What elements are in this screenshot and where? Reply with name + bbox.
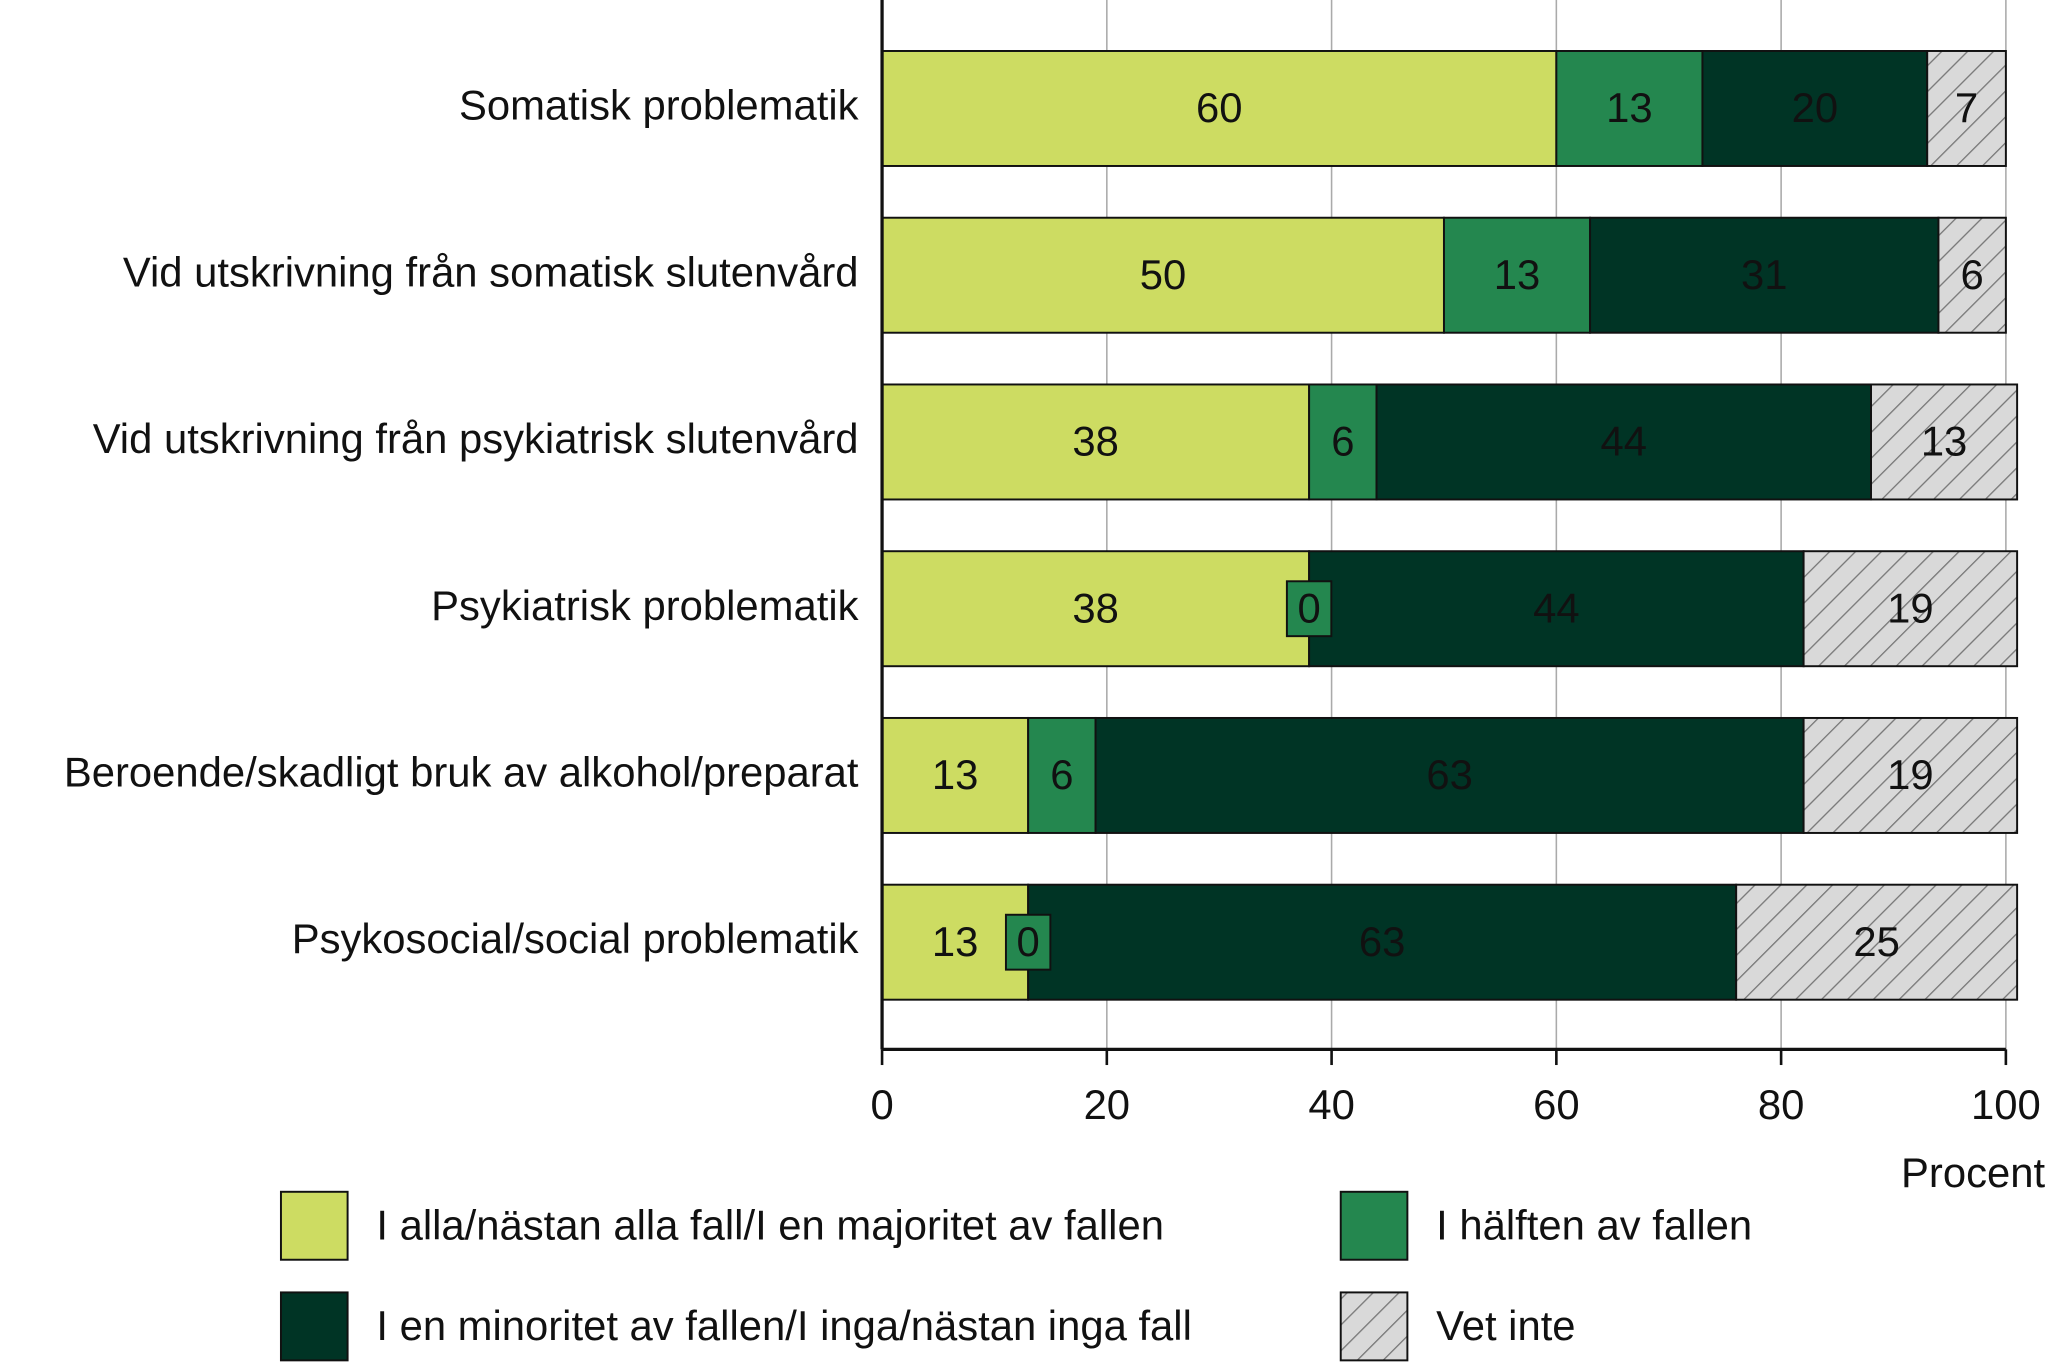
legend-label: I en minoritet av fallen/I inga/nästan i…	[376, 1302, 1192, 1349]
x-tick-label: 100	[1971, 1081, 2041, 1128]
value-label: 6	[1331, 418, 1354, 465]
bar-segment	[881, 883, 1030, 1001]
value-label: 60	[1196, 84, 1243, 131]
legend-swatch	[1339, 1190, 1409, 1261]
bar-segment	[1004, 913, 1052, 971]
y-tick-label: Vid utskrivning från psykiatrisk slutenv…	[93, 415, 859, 462]
bar-segment	[1937, 216, 2007, 334]
legend-swatch	[279, 1190, 349, 1261]
bar-segment	[1735, 883, 2019, 1001]
bar-segment	[1870, 383, 2019, 501]
y-tick-label: Psykiatrisk problematik	[431, 582, 858, 629]
legend-swatch	[1339, 1291, 1409, 1362]
value-label: 6	[1050, 751, 1073, 798]
value-label: 13	[932, 751, 978, 798]
value-label: 44	[1533, 584, 1580, 631]
bar-segment	[1027, 716, 1097, 834]
x-tick-label: 80	[1758, 1081, 1805, 1128]
x-tick-label: 0	[870, 1081, 893, 1128]
legend-label: I hälften av fallen	[1436, 1201, 1752, 1248]
value-label: 13	[1921, 418, 1968, 465]
value-label: 20	[1792, 84, 1839, 131]
value-label: 50	[1140, 251, 1187, 298]
value-label: 0	[1017, 918, 1040, 965]
value-label: 0	[1297, 584, 1320, 631]
value-label: 13	[1606, 84, 1653, 131]
value-label: 31	[1741, 251, 1788, 298]
bar-segment	[1926, 50, 2007, 167]
y-tick-label: Vid utskrivning från somatisk slutenvård	[123, 248, 859, 295]
bar-segment	[881, 550, 1311, 668]
x-axis-label: Procent	[1901, 1149, 2045, 1196]
value-label: 19	[1887, 751, 1934, 798]
value-label: 63	[1359, 918, 1406, 965]
bar-segment	[1802, 550, 2019, 668]
bar-segment	[1308, 383, 1378, 501]
bar-segment	[1094, 716, 1805, 834]
bar-segment	[1701, 50, 1929, 167]
value-label: 44	[1601, 418, 1648, 465]
value-label: 38	[1072, 418, 1119, 465]
value-label: 38	[1072, 584, 1119, 631]
bar-segment	[881, 383, 1311, 501]
bar-segment	[1308, 550, 1805, 668]
bar-segment	[1589, 216, 1940, 334]
legend-label: I alla/nästan alla fall/I en majoritet a…	[376, 1201, 1164, 1248]
x-tick-label: 60	[1533, 1081, 1580, 1128]
x-tick-label: 20	[1084, 1081, 1131, 1128]
bar-segment	[881, 216, 1445, 334]
value-label: 6	[1961, 251, 1984, 298]
bar-segment	[1285, 580, 1333, 638]
bar-segment	[881, 50, 1558, 167]
y-tick-label: Somatisk problematik	[459, 82, 859, 129]
legend-swatch	[279, 1291, 349, 1362]
bar-segment	[1555, 50, 1704, 167]
value-label: 25	[1853, 918, 1900, 965]
x-tick-label: 40	[1308, 1081, 1355, 1128]
bar-segment	[1375, 383, 1872, 501]
value-label: 19	[1887, 584, 1934, 631]
y-tick-label: Beroende/skadligt bruk av alkohol/prepar…	[64, 749, 859, 796]
value-label: 63	[1426, 751, 1473, 798]
value-label: 13	[1494, 251, 1541, 298]
value-label: 13	[932, 918, 978, 965]
legend-label: Vet inte	[1436, 1302, 1575, 1349]
y-tick-label: Psykosocial/social problematik	[292, 915, 859, 962]
bar-segment	[1027, 883, 1738, 1001]
bar-segment	[1802, 716, 2019, 834]
value-label: 7	[1955, 84, 1978, 131]
bar-segment	[1442, 216, 1592, 334]
